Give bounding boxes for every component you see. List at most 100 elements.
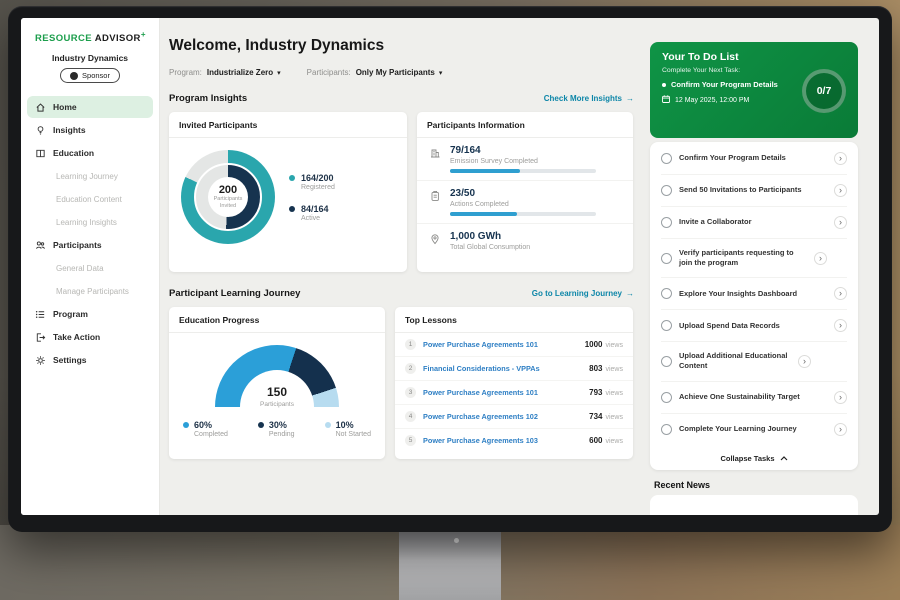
gauge-center: 150 Participants: [215, 386, 339, 408]
lesson-link[interactable]: Power Purchase Agreements 101: [423, 340, 538, 349]
sidebar-item-label: Participants: [53, 240, 102, 251]
sidebar-item-program[interactable]: Program: [27, 303, 153, 325]
task-item[interactable]: Confirm Your Program Details ›: [661, 143, 847, 175]
lesson-link[interactable]: Power Purchase Agreements 101: [423, 388, 538, 397]
legend-dot-blue: [183, 422, 189, 428]
sidebar-item-learning-insights[interactable]: Learning Insights: [27, 211, 153, 233]
gauge-center-label: Participants: [260, 401, 294, 408]
legend-value: 10%: [335, 420, 354, 430]
go-to-learning-journey-link[interactable]: Go to Learning Journey →: [532, 289, 634, 298]
donut-center-label: Participants Invited: [213, 196, 243, 209]
collapse-tasks-link[interactable]: Collapse Tasks: [661, 445, 847, 469]
checkbox-icon[interactable]: [661, 153, 672, 164]
info-row-emission: 79/164 Emission Survey Completed: [417, 138, 633, 181]
task-item[interactable]: Explore Your Insights Dashboard ›: [661, 278, 847, 311]
sidebar-item-take-action[interactable]: Take Action: [27, 326, 153, 348]
sidebar-item-label: Learning Journey: [56, 171, 118, 181]
chevron-right-icon[interactable]: ›: [834, 216, 847, 229]
task-item[interactable]: Verify participants requesting to join t…: [661, 239, 847, 279]
legend-label: Completed: [194, 431, 228, 438]
sidebar-item-education-content[interactable]: Education Content: [27, 188, 153, 210]
check-more-insights-link[interactable]: Check More Insights →: [544, 94, 634, 103]
chevron-right-icon[interactable]: ›: [834, 390, 847, 404]
sidebar-item-general-data[interactable]: General Data: [27, 257, 153, 279]
todo-due-date: 12 May 2025, 12:00 PM: [662, 95, 846, 105]
checkbox-icon[interactable]: [661, 288, 672, 300]
sidebar-item-settings[interactable]: Settings: [27, 349, 153, 371]
sidebar-item-label: Home: [53, 102, 77, 113]
top-lessons-card: Top Lessons 1 Power Purchase Agreements …: [395, 307, 633, 459]
legend-dot-navy: [257, 422, 264, 428]
chevron-right-icon[interactable]: ›: [834, 184, 847, 197]
invited-legend: 164/200 Registered 84/164 Active: [289, 173, 335, 222]
brand-primary: RESOURCE: [35, 33, 93, 45]
learning-cards-row: Education Progress 150 Participants: [169, 307, 634, 459]
list-icon: [35, 309, 46, 320]
action-arrow-icon: [35, 332, 46, 343]
lesson-row: 5 Power Purchase Agreements 103 600 views: [395, 429, 633, 452]
task-item[interactable]: Send 50 Invitations to Participants ›: [661, 175, 847, 207]
legend-item-registered: 164/200 Registered: [289, 173, 335, 191]
sidebar-item-home[interactable]: Home: [27, 96, 153, 119]
task-label: Upload Additional Educational Content: [679, 351, 788, 371]
brand-plus: +: [140, 30, 146, 39]
todo-summary-card: Your To Do List Complete Your Next Task:…: [650, 42, 858, 138]
sidebar-item-label: Education Content: [56, 194, 122, 204]
people-icon: [35, 240, 46, 251]
lesson-link[interactable]: Power Purchase Agreements 102: [423, 412, 538, 421]
participants-filter[interactable]: Participants: Only My Participants ▾: [307, 68, 443, 77]
sidebar-item-participants[interactable]: Participants: [27, 234, 153, 256]
todo-progress-badge: 0/7: [802, 69, 846, 113]
sidebar-item-insights[interactable]: Insights: [27, 119, 153, 141]
map-pin-icon: [429, 233, 441, 247]
chevron-right-icon[interactable]: ›: [814, 251, 827, 265]
chevron-right-icon[interactable]: ›: [834, 287, 847, 301]
legend-dot-lightblue: [324, 422, 331, 428]
task-item[interactable]: Achieve One Sustainability Target ›: [661, 382, 847, 414]
progress-fill: [450, 169, 521, 173]
sponsor-icon: [70, 71, 79, 80]
donut-center: 200 Participants Invited: [208, 177, 248, 217]
task-item[interactable]: Complete Your Learning Journey ›: [661, 414, 847, 445]
task-item[interactable]: Upload Additional Educational Content ›: [661, 342, 847, 382]
task-item[interactable]: Invite a Collaborator ›: [661, 207, 847, 239]
task-item[interactable]: Upload Spend Data Records ›: [661, 310, 847, 343]
lesson-rank: 4: [405, 411, 416, 422]
lesson-rank: 2: [405, 363, 416, 374]
lesson-link[interactable]: Financial Considerations - VPPAs: [423, 364, 540, 373]
arrow-right-icon: →: [626, 289, 634, 298]
checkbox-icon[interactable]: [661, 320, 672, 332]
chevron-down-icon: ▾: [277, 69, 281, 77]
checkbox-icon[interactable]: [661, 217, 672, 228]
chevron-right-icon[interactable]: ›: [834, 319, 847, 333]
monitor-frame: RESOURCE ADVISOR+ Industry Dynamics Spon…: [8, 6, 892, 532]
card-title: Invited Participants: [169, 112, 407, 138]
task-label: Complete Your Learning Journey: [679, 423, 797, 433]
lesson-views: 803: [589, 364, 603, 373]
todo-title: Your To Do List: [662, 51, 739, 63]
checkbox-icon[interactable]: [661, 252, 672, 264]
checkbox-icon[interactable]: [661, 423, 672, 435]
sidebar-item-manage-participants[interactable]: Manage Participants: [27, 280, 153, 302]
checkbox-icon[interactable]: [661, 391, 672, 403]
sidebar-item-education[interactable]: Education: [27, 142, 153, 164]
dashboard-screen: RESOURCE ADVISOR+ Industry Dynamics Spon…: [21, 18, 879, 515]
bullet-dot: [662, 82, 666, 87]
lesson-link[interactable]: Power Purchase Agreements 103: [423, 436, 538, 445]
education-gauge-chart: 150 Participants: [215, 345, 339, 408]
program-filter[interactable]: Program: Industrialize Zero ▾: [169, 68, 281, 77]
legend-item-completed: 60% Completed: [183, 420, 228, 438]
todo-next-task-label: Confirm Your Program Details: [671, 80, 778, 89]
chevron-right-icon[interactable]: ›: [834, 152, 847, 165]
sponsor-label: Sponsor: [82, 71, 110, 81]
task-label: Invite a Collaborator: [679, 217, 752, 227]
checkbox-icon[interactable]: [661, 185, 672, 196]
chevron-right-icon[interactable]: ›: [834, 422, 847, 436]
clipboard-icon: [429, 190, 441, 204]
lesson-rank: 5: [405, 435, 416, 446]
chevron-up-icon: [780, 454, 788, 463]
chevron-right-icon[interactable]: ›: [798, 354, 811, 368]
sidebar-item-learning-journey[interactable]: Learning Journey: [27, 165, 153, 187]
app-logo: RESOURCE ADVISOR+: [21, 18, 159, 44]
checkbox-icon[interactable]: [661, 355, 672, 367]
